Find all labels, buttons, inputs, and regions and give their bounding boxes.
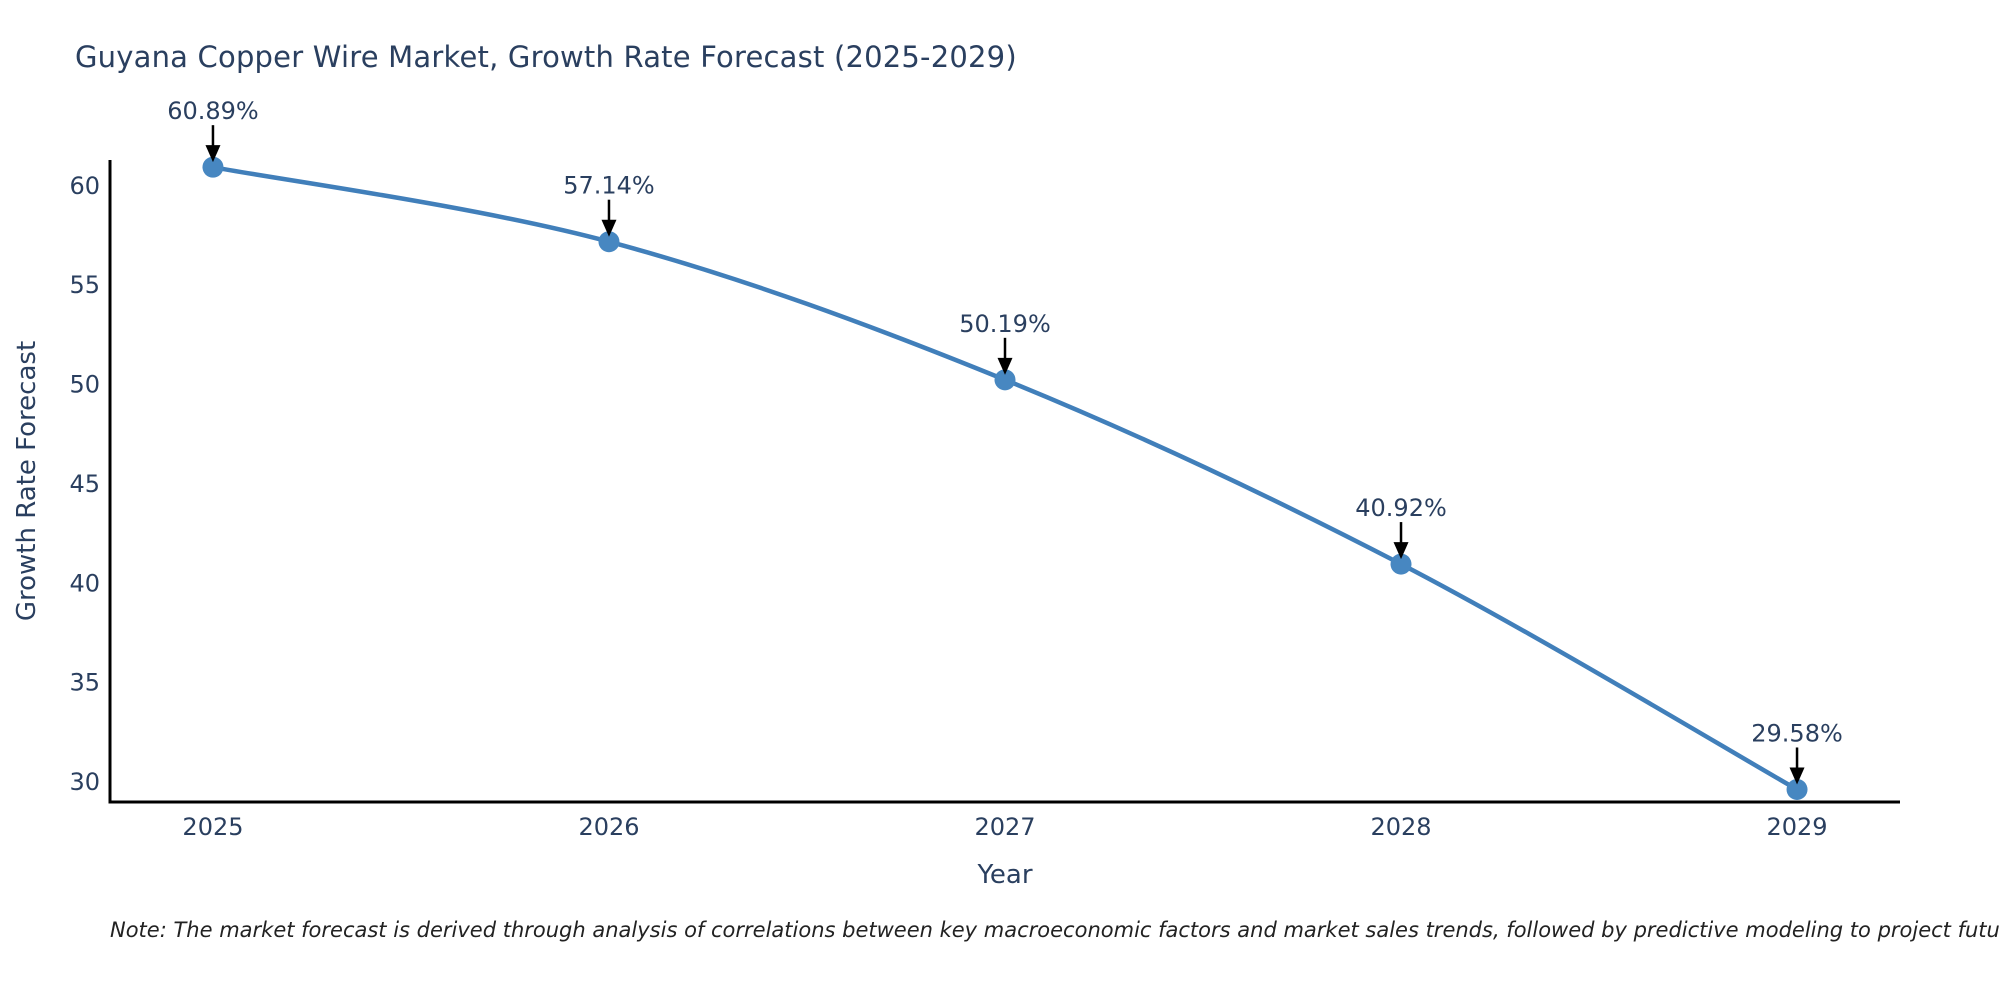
data-point-marker bbox=[1786, 778, 1808, 800]
x-tick-label: 2025 bbox=[182, 813, 243, 841]
series-line bbox=[210, 164, 1800, 792]
footnote: Note: The market forecast is derived thr… bbox=[110, 918, 2000, 942]
annotation-arrowhead bbox=[1393, 542, 1409, 560]
annotation-label: 29.58% bbox=[1751, 719, 1843, 747]
y-tick-label: 55 bbox=[69, 271, 100, 299]
annotation-arrowhead bbox=[997, 357, 1013, 375]
y-tick-label: 35 bbox=[69, 669, 100, 697]
annotation-arrowhead bbox=[601, 219, 617, 237]
annotation-label: 40.92% bbox=[1355, 494, 1447, 522]
y-tick-label: 40 bbox=[69, 569, 100, 597]
x-tick-label: 2027 bbox=[974, 813, 1035, 841]
x-tick-label: 2026 bbox=[578, 813, 639, 841]
y-axis-title: Growth Rate Forecast bbox=[12, 340, 42, 622]
x-axis-title: Year bbox=[977, 860, 1033, 890]
data-point-marker bbox=[202, 156, 224, 178]
y-tick-label: 60 bbox=[69, 172, 100, 200]
data-point-marker bbox=[598, 231, 620, 253]
data-point-marker bbox=[994, 369, 1016, 391]
y-tick-label: 50 bbox=[69, 371, 100, 399]
chart-title: Guyana Copper Wire Market, Growth Rate F… bbox=[75, 40, 1017, 74]
x-tick-label: 2029 bbox=[1766, 813, 1827, 841]
annotation-arrowhead bbox=[1789, 767, 1805, 785]
x-tick-label: 2028 bbox=[1370, 813, 1431, 841]
annotation-label: 57.14% bbox=[563, 172, 655, 200]
data-point-marker bbox=[1390, 553, 1412, 575]
y-tick-label: 45 bbox=[69, 470, 100, 498]
annotation-arrowhead bbox=[205, 145, 221, 163]
annotation-label: 60.89% bbox=[167, 97, 259, 125]
annotation-label: 50.19% bbox=[959, 310, 1051, 338]
y-tick-label: 30 bbox=[69, 768, 100, 796]
